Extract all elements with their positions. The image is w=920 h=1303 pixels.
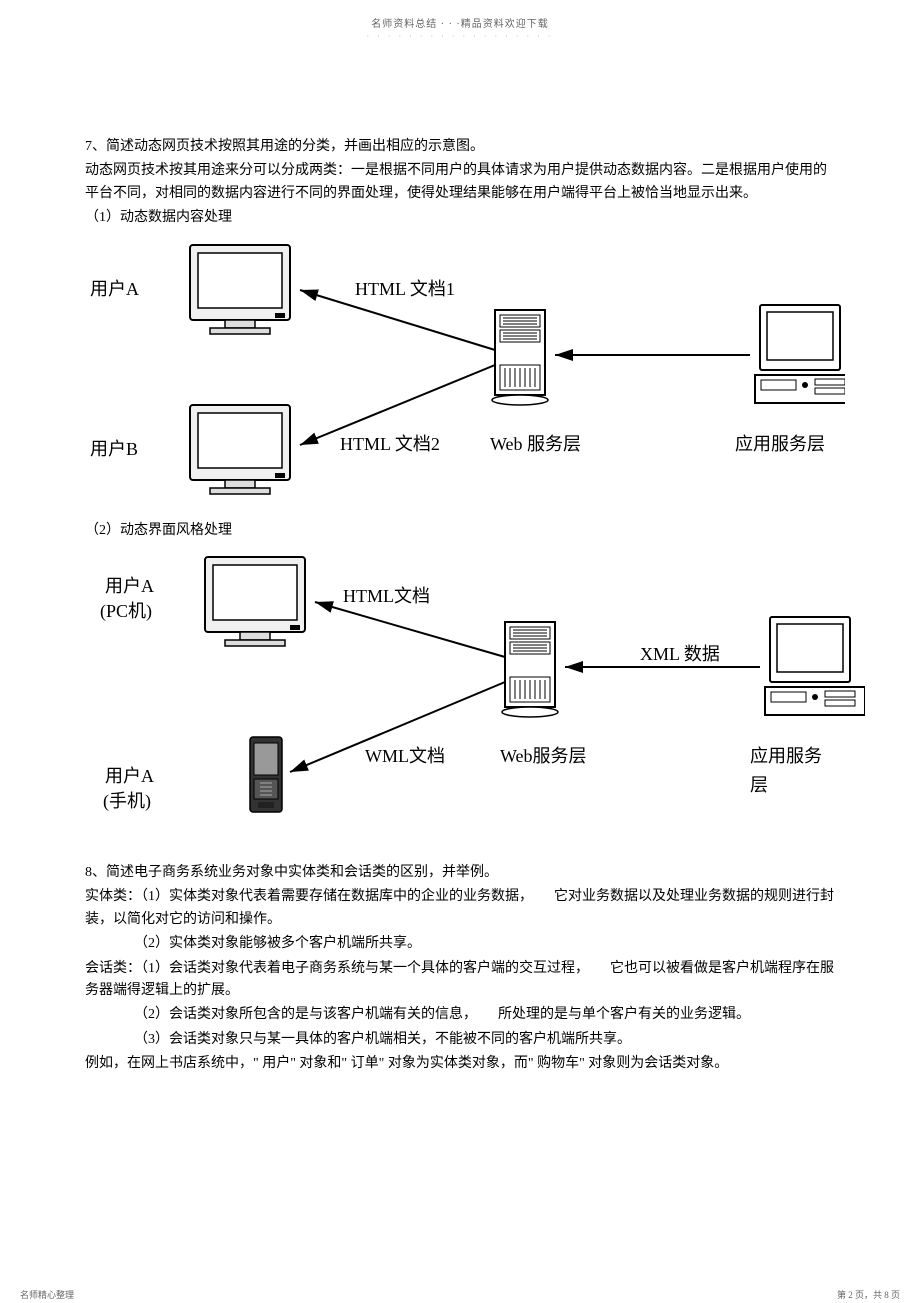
d1-userB: 用户B [90,435,138,464]
d1-html1: HTML 文档1 [355,275,455,304]
diagram-1: 用户A 用户B HTML 文档1 HTML 文档2 Web 服务层 应用服务层 [85,235,835,515]
q7-sub2: （2）动态界面风格处理 [85,520,835,542]
d2-xml: XML 数据 [640,640,720,669]
d2-html: HTML文档 [343,582,430,611]
q7-title: 7、简述动态网页技术按照其用途的分类，并画出相应的示意图。 [85,136,835,158]
q8-p3: 会话类：（1）会话类对象代表着电子商务系统与某一个具体的客户端的交互过程， 它也… [85,958,835,1003]
diagram-2: 用户A (PC机) 用户A (手机) HTML文档 WML文档 Web服务层 X… [85,547,835,827]
footer-right: 第 2 页，共 8 页 [837,1288,900,1301]
q8-p6: 例如，在网上书店系统中，" 用户" 对象和" 订单" 对象为实体类对象，而" 购… [85,1053,835,1075]
q8-p1: 实体类：（1）实体类对象代表着需要存储在数据库中的企业的业务数据， 它对业务数据… [85,886,835,931]
q8-p2: （2）实体类对象能够被多个客户机端所共享。 [85,933,835,955]
d2-userA-pc-sub: (PC机) [100,597,152,626]
d2-app: 应用服务层 [750,742,835,800]
d1-html2: HTML 文档2 [340,430,440,459]
d1-web: Web 服务层 [490,430,581,459]
q8-p5: （3）会话类对象只与某一具体的客户机端相关，不能被不同的客户机端所共享。 [85,1029,835,1051]
q8-p4: （2）会话类对象所包含的是与该客户机端有关的信息， 所处理的是与单个客户有关的业… [85,1004,835,1026]
q7-para1: 动态网页技术按其用途来分可以分成两类：一是根据不同用户的具体请求为用户提供动态数… [85,160,835,205]
d2-userA-phone-sub: (手机) [103,787,151,816]
page-header: 名师资料总结 · · ·精品资料欢迎下载 · · · · · · · · · ·… [0,0,920,41]
d2-wml: WML文档 [365,742,445,771]
header-title: 名师资料总结 · · ·精品资料欢迎下载 [0,15,920,30]
diagram2-svg [85,547,865,827]
d1-userA: 用户A [90,275,139,304]
q7-sub1: （1）动态数据内容处理 [85,207,835,229]
diagram1-svg [85,235,845,515]
q8-title: 8、简述电子商务系统业务对象中实体类和会话类的区别，并举例。 [85,862,835,884]
header-dots: · · · · · · · · · · · · · · · · · · [0,32,920,41]
footer-left: 名师精心整理 [20,1288,74,1301]
document-content: 7、简述动态网页技术按照其用途的分类，并画出相应的示意图。 动态网页技术按其用途… [0,41,920,1075]
d2-web: Web服务层 [500,742,587,771]
d1-app: 应用服务层 [735,430,825,459]
